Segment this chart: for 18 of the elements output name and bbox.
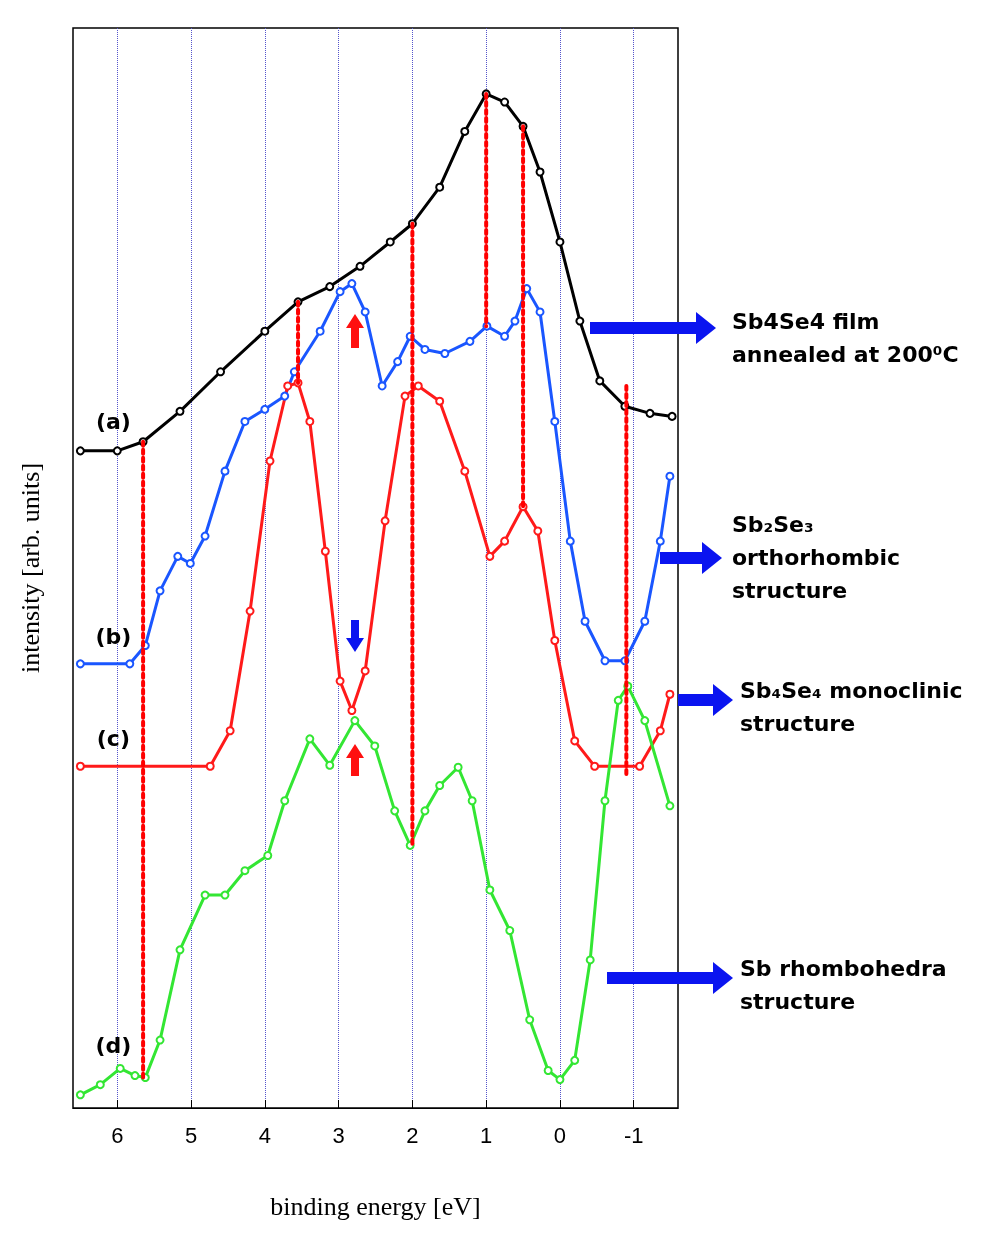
text: Sb4Se4 film annealed at 200⁰C [732,308,960,369]
series-label: (b) [95,623,132,649]
text: Sb₄Se₄ monoclinic structure [740,677,964,738]
x-tick-label: 1 [480,1122,493,1148]
x-tick-label: 5 [184,1122,198,1148]
text: Sb rhombohedra structure [740,955,948,1016]
x-tick-label: 0 [553,1122,567,1148]
x-axis-title: binding energy [eV] [270,1191,481,1221]
x-tick-label: -1 [623,1122,644,1148]
series-label: (c) [96,725,130,751]
text: Sb₂Se₃ orthorhombic structure [732,511,902,605]
y-axis-title: intensity [arb. units] [15,462,45,674]
series-label: (a) [95,408,131,434]
x-tick-label: 6 [111,1122,124,1148]
series-label: (d) [95,1032,132,1058]
x-tick-label: 2 [406,1122,419,1148]
x-tick-label: 3 [332,1122,345,1148]
x-tick-label: 4 [258,1122,271,1148]
